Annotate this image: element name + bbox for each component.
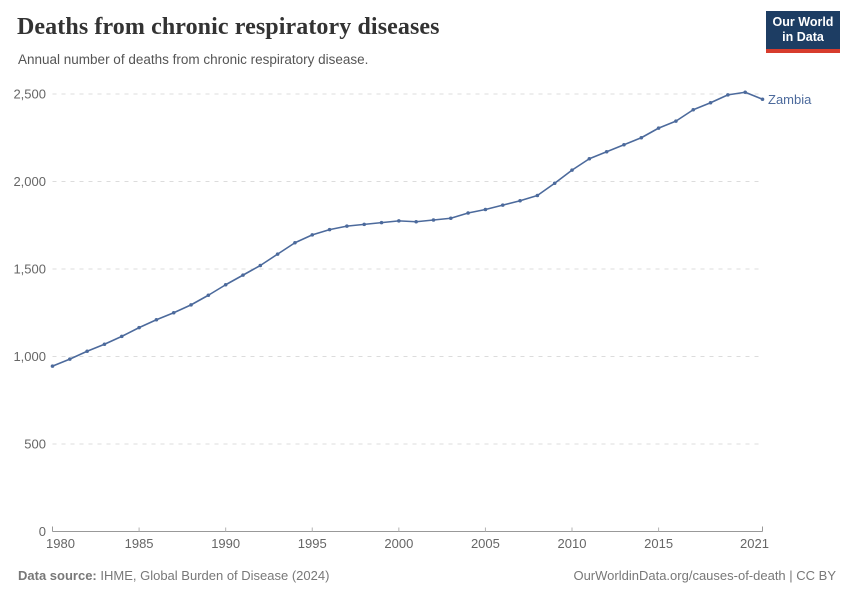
data-point [639,135,644,140]
data-point [656,126,661,130]
data-point [137,325,141,330]
data-point [431,218,436,222]
x-axis-tick-label: 1995 [298,536,327,551]
chart-subtitle: Annual number of deaths from chronic res… [18,52,369,67]
data-point [743,90,747,95]
data-point [414,219,418,224]
data-source-value: IHME, Global Burden of Disease (2024) [100,568,330,583]
y-axis-tick-label: 0 [39,524,46,539]
data-point [345,224,349,228]
data-point [483,207,488,212]
data-point [760,97,765,102]
data-point [466,211,470,215]
data-point [258,263,263,268]
data-point [68,357,72,361]
data-point [310,233,315,237]
data-point [397,219,401,223]
data-point [587,156,592,161]
x-axis-tick-label: 2021 [740,536,769,551]
zambia-line[interactable] [51,91,764,367]
data-point [241,273,245,277]
x-axis-tick-label: 1980 [46,536,75,551]
data-point [275,252,280,256]
y-axis-tick-label: 1,000 [13,349,46,364]
data-point [448,216,453,221]
data-point [622,142,626,147]
data-point [500,203,505,207]
data-point [171,310,176,315]
data-point [223,282,228,287]
x-axis-tick-label: 2005 [471,536,500,551]
entity-label-zambia[interactable]: Zambia [768,92,812,107]
data-point [379,220,384,225]
chart-footer: Data source: IHME, Global Burden of Dise… [18,568,836,583]
data-point [604,149,609,154]
data-point [518,198,522,203]
data-point [726,93,730,97]
data-point [154,317,159,322]
data-point [189,303,193,307]
data-point [570,168,574,172]
data-point [674,119,678,123]
owid-logo-line1: Our World [772,15,834,29]
data-point [85,349,89,354]
data-point [708,100,713,105]
y-axis-tick-label: 2,500 [13,87,46,102]
x-axis-tick-label: 2010 [558,536,587,551]
data-point [206,293,211,298]
data-point [102,342,107,347]
x-axis-tick-label: 2000 [384,536,413,551]
y-axis-tick-label: 1,500 [13,262,46,277]
data-point [552,181,557,186]
data-source: Data source: IHME, Global Burden of Dise… [18,568,329,583]
y-axis-tick-label: 2,000 [13,174,46,189]
data-point [362,222,367,227]
x-axis-tick-label: 1985 [125,536,154,551]
page-title: Deaths from chronic respiratory diseases [17,14,440,40]
footer-link[interactable]: OurWorldinData.org/causes-of-death | CC … [573,568,836,583]
x-axis-tick-label: 2015 [644,536,673,551]
data-point [293,240,297,245]
data-point [327,227,332,232]
owid-logo[interactable]: Our World in Data [766,11,840,53]
owid-logo-line2: in Data [782,30,824,44]
data-point [50,364,55,368]
data-point [119,334,124,339]
data-point [535,193,540,198]
data-point [691,107,696,112]
y-axis-tick-label: 500 [24,437,46,452]
x-axis-tick-label: 1990 [211,536,240,551]
data-source-label: Data source: [18,568,97,583]
